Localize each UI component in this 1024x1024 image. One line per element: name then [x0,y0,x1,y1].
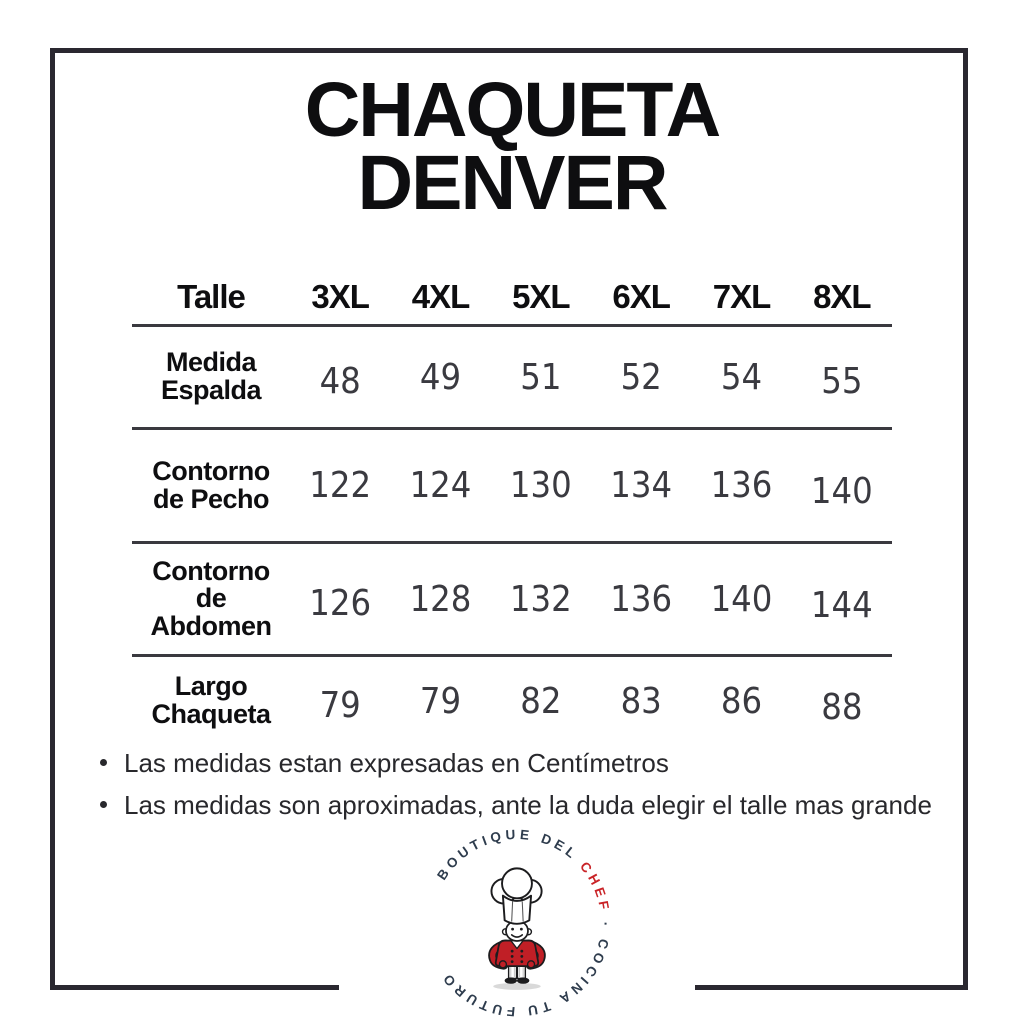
bullet-icon [100,801,107,808]
size-table-header-row: Talle 3XL 4XL 5XL 6XL 7XL 8XL [132,270,892,327]
chef-mascot-illustration [488,867,546,990]
header-8xl: 8XL [813,278,872,315]
size-value: 48 [319,360,361,402]
row-label: Medida Espalda [160,347,262,405]
header-4xl: 4XL [411,278,471,315]
size-value: 55 [821,360,863,402]
chef-logo-graphic: BOUTIQUE DEL CHEF · COCINA TU FUTURO [434,827,613,1019]
row-label: Contorno de Abdomen [150,555,273,641]
size-value: 51 [520,356,562,398]
size-value: 144 [810,584,873,626]
header-talle: Talle [177,278,246,315]
size-value: 126 [309,582,372,624]
size-value: 88 [821,686,863,728]
logo-text-chef: CHEF [577,859,613,914]
header-7xl: 7XL [712,278,772,315]
row-label: Largo Chaqueta [151,671,271,729]
size-value: 86 [720,680,763,722]
table-row-medida-espalda: Medida Espalda 48 49 51 52 54 55 [132,327,892,430]
size-value: 79 [319,684,361,726]
bullet-icon [100,759,107,766]
mascot-shadow [493,982,541,990]
note-text: Las medidas estan expresadas en Centímet… [124,748,669,778]
mascot-chef-hat [501,867,533,900]
size-value: 130 [509,465,572,506]
table-row-contorno-pecho: Contorno de Pecho 122 124 130 134 136 14… [132,430,892,544]
table-row-contorno-abdomen: Contorno de Abdomen 126 128 132 136 140 … [132,544,892,657]
page-title-line1: CHAQUETA [304,67,722,153]
note-item: Las medidas estan expresadas en Centímet… [100,748,960,779]
brand-logo: BOUTIQUE DEL CHEF · COCINA TU FUTURO [339,824,695,1024]
header-3xl: 3XL [311,278,370,315]
size-value: 82 [520,680,562,722]
size-value: 136 [610,578,673,620]
size-chart-table: Talle 3XL 4XL 5XL 6XL 7XL 8XL Medida Esp… [132,270,892,745]
header-5xl: 5XL [512,278,571,315]
page-title-line2: DENVER [357,140,669,227]
header-6xl: 6XL [612,278,671,315]
note-text: Las medidas son aproximadas, ante la dud… [124,790,932,820]
size-value: 140 [810,471,873,512]
size-value: 49 [419,356,462,398]
table-row-largo-chaqueta: Largo Chaqueta 79 79 82 83 86 88 [132,657,892,745]
size-value: 128 [409,578,472,620]
measurement-notes: Las medidas estan expresadas en Centímet… [100,748,960,832]
note-item: Las medidas son aproximadas, ante la dud… [100,790,960,821]
size-value: 134 [610,465,673,506]
size-value: 79 [419,680,462,722]
size-value: 132 [509,578,572,620]
row-label: Contorno de Pecho [152,455,270,514]
size-value: 83 [620,680,662,722]
size-value: 54 [720,356,763,398]
size-value: 122 [309,465,372,506]
size-value: 140 [710,578,773,620]
page-title: CHAQUETA DENVER [0,67,1024,227]
size-value: 136 [710,465,773,506]
size-value: 52 [620,356,662,398]
size-value: 124 [409,465,472,506]
